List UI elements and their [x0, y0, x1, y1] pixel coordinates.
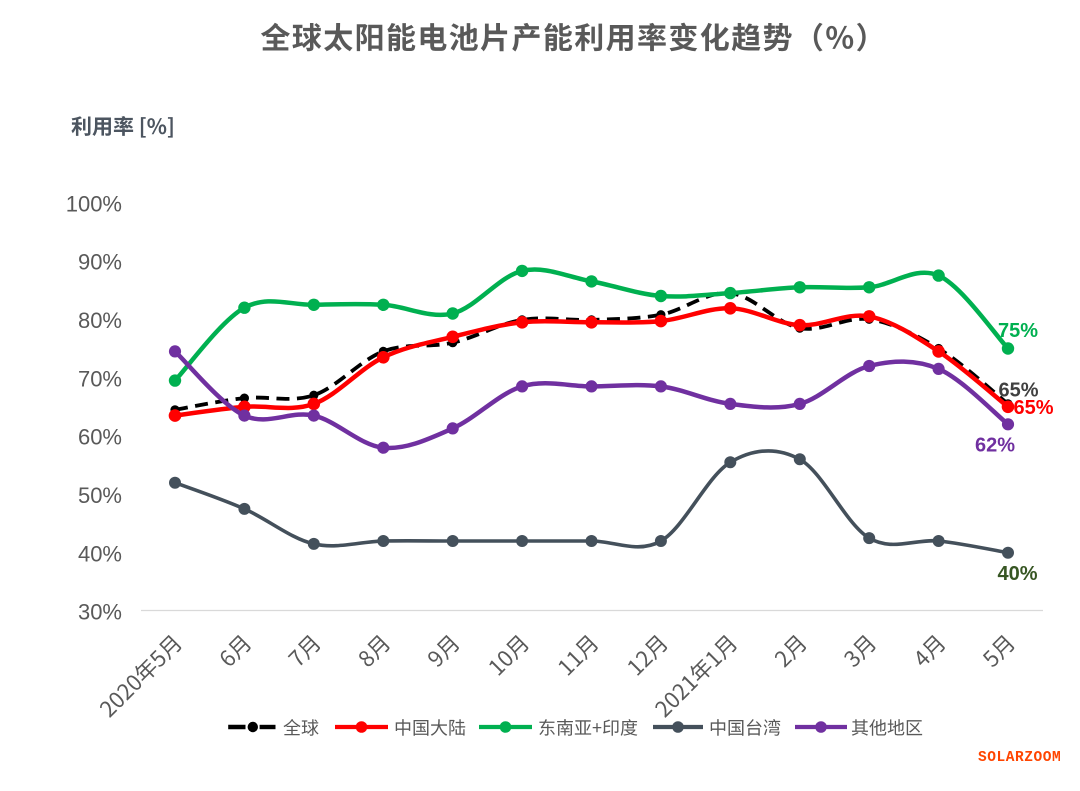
svg-text:30%: 30% — [78, 600, 122, 625]
svg-text:40%: 40% — [78, 541, 122, 566]
svg-text:40%: 40% — [998, 563, 1038, 585]
svg-text:100%: 100% — [66, 191, 122, 216]
svg-text:70%: 70% — [78, 366, 122, 391]
svg-text:60%: 60% — [78, 425, 122, 450]
svg-text:80%: 80% — [78, 308, 122, 333]
svg-text:65%: 65% — [999, 380, 1039, 402]
svg-text:75%: 75% — [998, 320, 1038, 342]
svg-text:50%: 50% — [78, 483, 122, 508]
svg-text:65%: 65% — [1014, 397, 1054, 419]
svg-text:SOLARZOOM: SOLARZOOM — [978, 750, 1061, 766]
svg-text:90%: 90% — [78, 250, 122, 275]
svg-text:62%: 62% — [975, 435, 1015, 457]
